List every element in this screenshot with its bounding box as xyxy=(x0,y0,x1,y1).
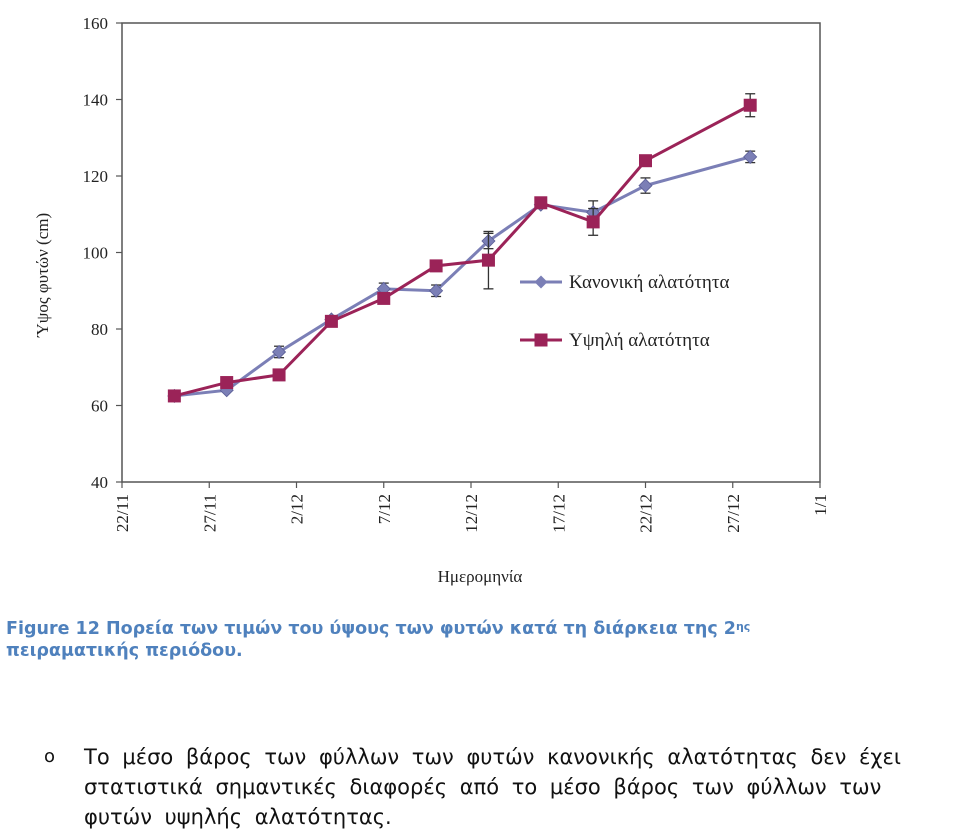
series-2 xyxy=(167,93,757,403)
x-tick-label: 7/12 xyxy=(375,494,394,524)
x-tick-label: 27/12 xyxy=(724,494,743,533)
figure-caption: Figure 12 Πορεία των τιμών του ύψους των… xyxy=(6,618,946,662)
y-axis-title: Ύψος φυτών (cm) xyxy=(33,213,52,338)
y-tick-label: 100 xyxy=(83,244,109,263)
plot-area xyxy=(121,22,821,483)
x-tick-label: 1/1 xyxy=(811,494,830,516)
bullet-text: Το μέσο βάρος των φύλλων των φυτών κανον… xyxy=(84,745,901,829)
data-point xyxy=(272,368,286,382)
data-point xyxy=(220,376,234,390)
series-line xyxy=(173,103,751,398)
caption-text: Πορεία των τιμών του ύψους των φυτών κατ… xyxy=(105,619,736,639)
x-tick-label: 22/11 xyxy=(113,494,132,532)
x-axis: 22/11 27/11 2/12 7/12 12/12 17/12 22/12 27/12 1/… xyxy=(113,482,830,533)
y-tick-label: 120 xyxy=(83,167,109,186)
y-axis: 40 60 80 100 120 140 160 xyxy=(83,14,122,492)
x-tick-label: 27/11 xyxy=(200,494,219,532)
x-tick-label: 12/12 xyxy=(462,494,481,533)
legend-marker xyxy=(534,333,548,347)
data-point xyxy=(429,259,443,273)
y-tick-label: 80 xyxy=(91,320,108,339)
data-point xyxy=(167,389,181,403)
y-tick-label: 160 xyxy=(83,14,109,33)
data-point xyxy=(534,196,548,210)
x-tick-label: 22/12 xyxy=(637,494,656,533)
y-tick-label: 60 xyxy=(91,397,108,416)
data-point xyxy=(271,344,287,360)
data-point xyxy=(743,98,757,112)
data-point xyxy=(481,253,495,267)
x-tick-label: 2/12 xyxy=(288,494,307,524)
legend-label: Υψηλή αλατότητα xyxy=(569,330,710,351)
data-point xyxy=(586,215,600,229)
data-point xyxy=(638,178,653,193)
legend: Κανονική αλατότητα Υψηλή αλατότητα xyxy=(520,272,729,351)
bullet-marker: o xyxy=(44,746,56,767)
legend-marker xyxy=(534,275,548,289)
data-point xyxy=(429,283,444,298)
x-axis-title: Ημερομηνία xyxy=(438,567,523,586)
caption-superscript: ης xyxy=(735,620,751,633)
caption-label: Figure 12 xyxy=(6,619,100,639)
data-point xyxy=(377,291,391,305)
x-tick-label: 17/12 xyxy=(549,494,568,533)
y-tick-label: 140 xyxy=(83,91,109,110)
data-point xyxy=(743,149,758,164)
height-line-chart: 40 60 80 100 120 140 160 22/11 27/11 2/12 7/12 12/… xyxy=(33,14,830,586)
legend-label: Κανονική αλατότητα xyxy=(569,272,729,293)
y-tick-label: 40 xyxy=(91,473,108,492)
series-layer xyxy=(167,93,758,404)
data-point xyxy=(324,314,338,328)
caption-text-end: πειραματικής περιόδου. xyxy=(6,641,243,661)
data-point xyxy=(639,154,652,168)
